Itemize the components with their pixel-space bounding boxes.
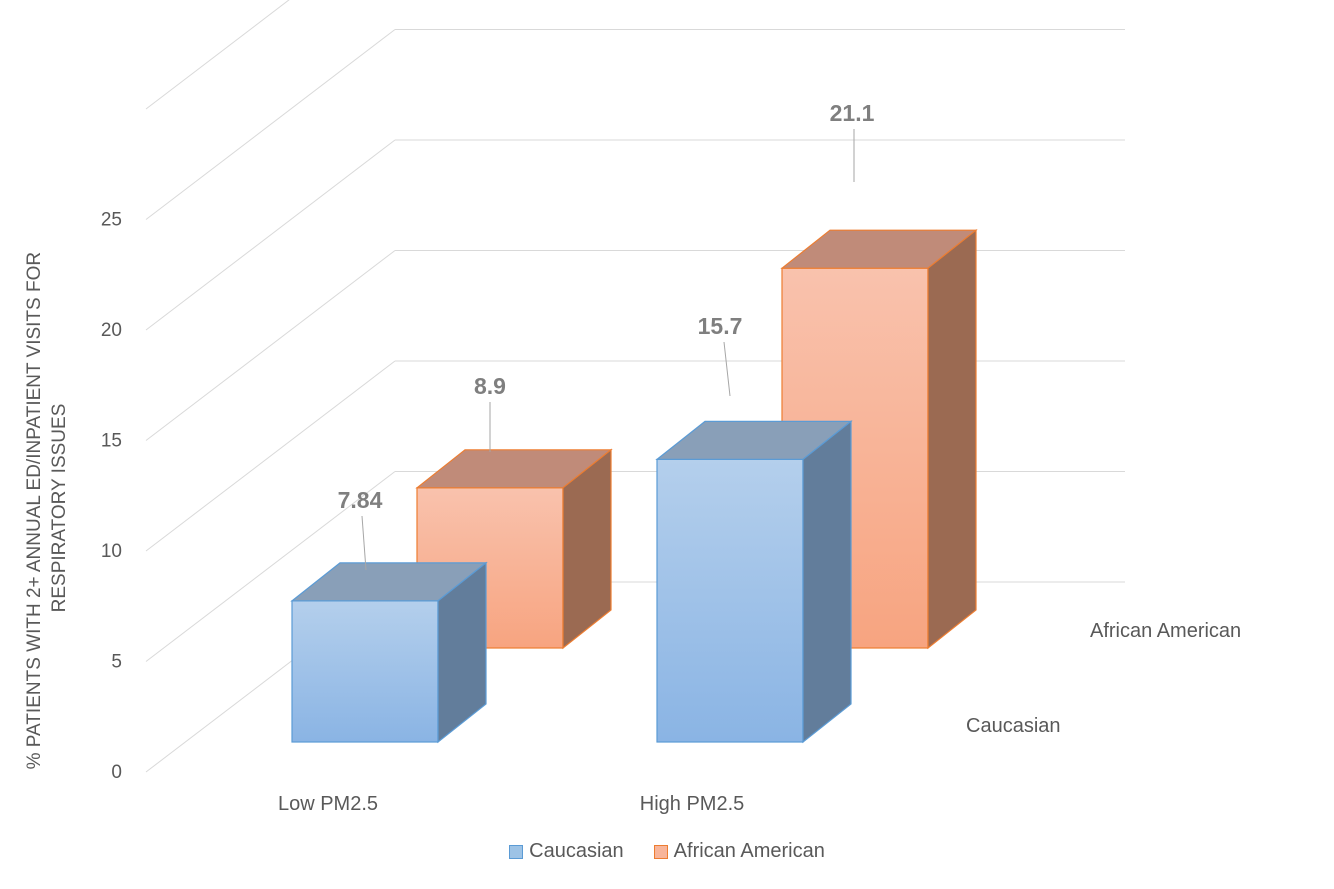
legend: Caucasian African American [0, 840, 1334, 863]
category-labels: Low PM2.5 High PM2.5 [278, 793, 744, 815]
bar-front-face [656, 458, 804, 743]
gridline-side [145, 471, 396, 662]
legend-swatch-african-american [653, 844, 668, 859]
legend-item-african-american: African American [653, 840, 825, 863]
y-tick-label: 25 [101, 210, 122, 231]
depth-axis-label: African American [1090, 620, 1241, 642]
bar-side-face [437, 561, 487, 744]
gridline-side [145, 250, 396, 441]
data-label-leader [361, 515, 367, 571]
y-tick-label: 0 [111, 762, 122, 783]
y-tick-label: 15 [101, 431, 122, 452]
bar-side-face [802, 420, 852, 744]
depth-axis-labels: Caucasian African American [966, 620, 1241, 737]
y-axis-title: % PATIENTS WITH 2+ ANNUAL ED/INPATIENT V… [24, 247, 70, 770]
data-label: 21.1 [830, 100, 875, 126]
data-label: 8.9 [474, 373, 506, 399]
bar-caucasian-0 [290, 561, 488, 744]
legend-label-african-american: African American [673, 840, 825, 862]
data-labels: 7.84 15.7 8.9 21.1 [338, 100, 875, 571]
legend-swatch-caucasian [509, 844, 524, 859]
depth-axis-label: Caucasian [966, 715, 1061, 737]
data-label: 7.84 [338, 487, 383, 513]
data-label: 15.7 [698, 313, 743, 339]
category-label: High PM2.5 [640, 793, 745, 815]
y-tick-label: 10 [101, 541, 122, 562]
y-axis-ticks: 0 5 10 15 20 25 [101, 210, 122, 784]
gridline-side [145, 29, 396, 220]
gridline-side [145, 0, 290, 110]
legend-label-caucasian: Caucasian [529, 840, 624, 862]
bars [290, 228, 978, 744]
y-tick-label: 5 [111, 652, 122, 673]
bar-side-face [562, 448, 612, 650]
y-axis-title-line-2: RESPIRATORY ISSUES [49, 404, 70, 613]
y-tick-label: 20 [101, 320, 122, 341]
gridline-side [145, 139, 396, 331]
bar-front-face [291, 600, 439, 743]
bar-side-face [927, 228, 977, 650]
gridline-side [145, 360, 396, 552]
category-label: Low PM2.5 [278, 793, 378, 815]
y-axis-title-line-1: % PATIENTS WITH 2+ ANNUAL ED/INPATIENT V… [24, 252, 45, 769]
legend-item-caucasian: Caucasian [509, 840, 624, 863]
data-label-leader [723, 341, 731, 397]
bar-caucasian-1 [655, 420, 853, 744]
